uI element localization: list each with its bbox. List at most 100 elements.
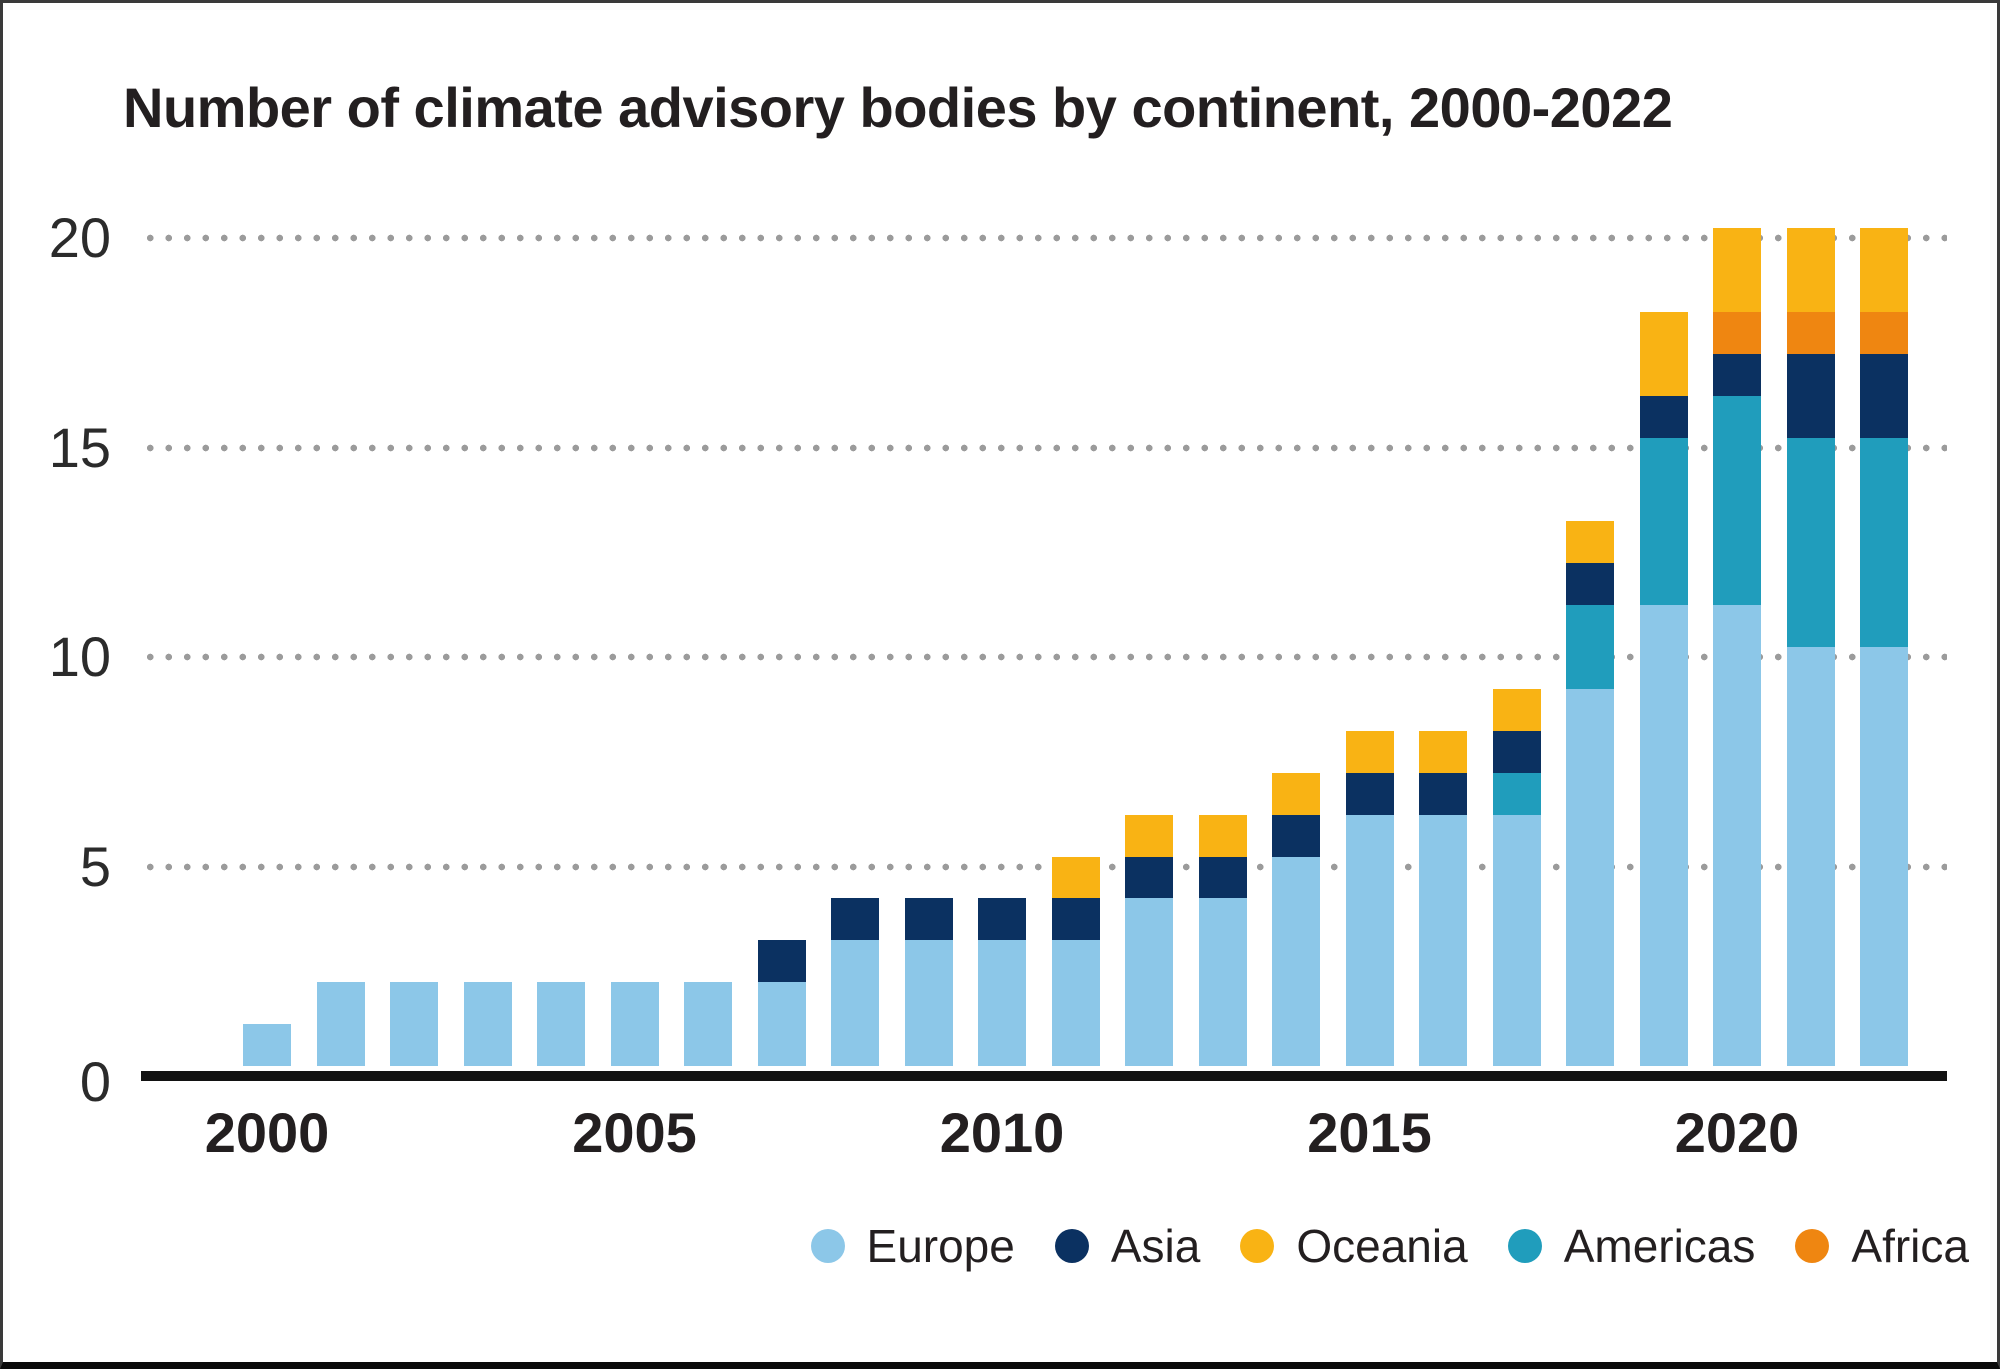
bar-segment-americas-2019 (1639, 437, 1688, 606)
bar-2010 (978, 898, 1026, 1066)
legend-item-europe: Europe (810, 1220, 1015, 1272)
legend-dot-asia-icon (1054, 1229, 1089, 1263)
bar-segment-oceania-2014 (1272, 772, 1320, 815)
y-tick-label-0: 0 (79, 1050, 111, 1113)
bar-2009 (904, 898, 953, 1066)
bar-segment-oceania-2018 (1566, 521, 1614, 564)
bar-segment-europe-2000 (243, 1024, 291, 1066)
x-tick-label-2015: 2015 (1307, 1101, 1432, 1164)
bar-segment-africa-2021 (1786, 311, 1835, 354)
legend-label-oceania: Oceania (1296, 1220, 1468, 1272)
bar-2017 (1492, 688, 1541, 1066)
gridline-10 (141, 653, 1947, 661)
bar-segment-americas-2020 (1713, 395, 1761, 606)
bar-segment-europe-2009 (904, 940, 953, 1066)
y-tick-label-5: 5 (79, 834, 111, 898)
bar-segment-americas-2018 (1566, 605, 1614, 689)
bar-segment-europe-2003 (463, 982, 512, 1066)
bar-segment-oceania-2012 (1125, 814, 1173, 857)
bar-segment-oceania-2021 (1786, 228, 1835, 312)
bar-segment-asia-2016 (1419, 772, 1467, 815)
bar-2018 (1566, 521, 1614, 1066)
bar-2002 (390, 982, 438, 1066)
bar-segment-europe-2017 (1492, 814, 1541, 1066)
bar-segment-oceania-2011 (1051, 856, 1100, 899)
bar-segment-asia-2021 (1786, 353, 1835, 438)
bar-2014 (1272, 772, 1320, 1066)
bar-segment-asia-2014 (1272, 814, 1320, 857)
bar-segment-asia-2013 (1198, 856, 1247, 899)
bar-2008 (831, 898, 879, 1066)
bar-segment-oceania-2022 (1860, 228, 1908, 312)
bar-segment-europe-2014 (1272, 856, 1320, 1066)
bar-segment-europe-2001 (316, 982, 365, 1066)
y-tick-label-20: 20 (48, 206, 111, 269)
bar-segment-asia-2022 (1860, 353, 1908, 438)
bar-segment-asia-2017 (1492, 730, 1541, 773)
bar-2007 (757, 940, 806, 1066)
bar-segment-oceania-2020 (1713, 228, 1761, 312)
x-tick-label-2010: 2010 (939, 1101, 1065, 1164)
legend-label-africa: Africa (1851, 1220, 1969, 1272)
bar-segment-europe-2022 (1860, 647, 1908, 1066)
bar-segment-europe-2008 (831, 940, 879, 1066)
bar-segment-europe-2011 (1051, 940, 1100, 1066)
bar-2015 (1345, 730, 1394, 1066)
bar-2004 (537, 982, 585, 1066)
x-tick-label-2005: 2005 (572, 1101, 697, 1164)
legend-label-europe: Europe (866, 1220, 1015, 1272)
bar-2016 (1419, 730, 1467, 1066)
bar-segment-oceania-2013 (1198, 814, 1247, 857)
legend-dot-europe-icon (810, 1229, 845, 1263)
legend-label-asia: Asia (1110, 1220, 1201, 1272)
bar-2005 (610, 982, 659, 1066)
bar-2020 (1713, 228, 1761, 1066)
bar-segment-americas-2021 (1786, 437, 1835, 647)
x-axis-line (141, 1071, 1947, 1081)
bar-segment-oceania-2019 (1639, 311, 1688, 396)
legend-item-oceania: Oceania (1240, 1220, 1468, 1272)
bar-segment-europe-2015 (1345, 814, 1394, 1066)
bar-2001 (316, 982, 365, 1066)
legend-item-asia: Asia (1054, 1220, 1201, 1272)
bar-segment-europe-2013 (1198, 898, 1247, 1066)
y-tick-label-15: 15 (48, 415, 111, 479)
bar-2003 (463, 982, 512, 1066)
bar-segment-asia-2007 (757, 940, 806, 983)
bar-2000 (243, 1024, 291, 1066)
bar-segment-europe-2002 (390, 982, 438, 1066)
bar-segment-europe-2019 (1639, 605, 1688, 1066)
bar-segment-europe-2020 (1713, 605, 1761, 1066)
bar-segment-americas-2017 (1492, 772, 1541, 815)
bar-2022 (1860, 228, 1908, 1066)
legend-item-africa: Africa (1795, 1223, 1969, 1269)
bar-segment-asia-2009 (904, 898, 953, 941)
bar-segment-oceania-2016 (1419, 730, 1467, 773)
bar-2021 (1786, 228, 1835, 1066)
bar-segment-asia-2015 (1345, 772, 1394, 815)
bar-segment-europe-2016 (1419, 814, 1467, 1066)
bar-segment-asia-2012 (1125, 856, 1173, 899)
bar-segment-europe-2007 (757, 982, 806, 1066)
bar-segment-europe-2021 (1786, 647, 1835, 1066)
gridline-5 (141, 862, 1947, 871)
bar-segment-asia-2010 (978, 898, 1026, 941)
y-tick-label-10: 10 (48, 625, 111, 688)
bar-2011 (1051, 856, 1100, 1066)
bar-segment-oceania-2017 (1492, 688, 1541, 731)
legend-dot-africa-icon (1795, 1229, 1830, 1263)
bar-2019 (1639, 311, 1688, 1066)
legend-label-americas: Americas (1563, 1220, 1756, 1272)
bar-segment-europe-2005 (610, 982, 659, 1066)
bar-segment-africa-2022 (1860, 311, 1908, 354)
bar-segment-americas-2022 (1860, 437, 1908, 647)
gridline-15 (141, 443, 1947, 452)
bar-segment-asia-2011 (1051, 898, 1100, 941)
bar-segment-asia-2020 (1713, 353, 1761, 396)
gridline-20 (141, 234, 1947, 242)
legend: Europe Asia Oceania Americas Africa (810, 1220, 1969, 1272)
bar-segment-asia-2008 (831, 898, 879, 941)
bar-segment-europe-2010 (978, 940, 1026, 1066)
bar-segment-europe-2012 (1125, 898, 1173, 1066)
